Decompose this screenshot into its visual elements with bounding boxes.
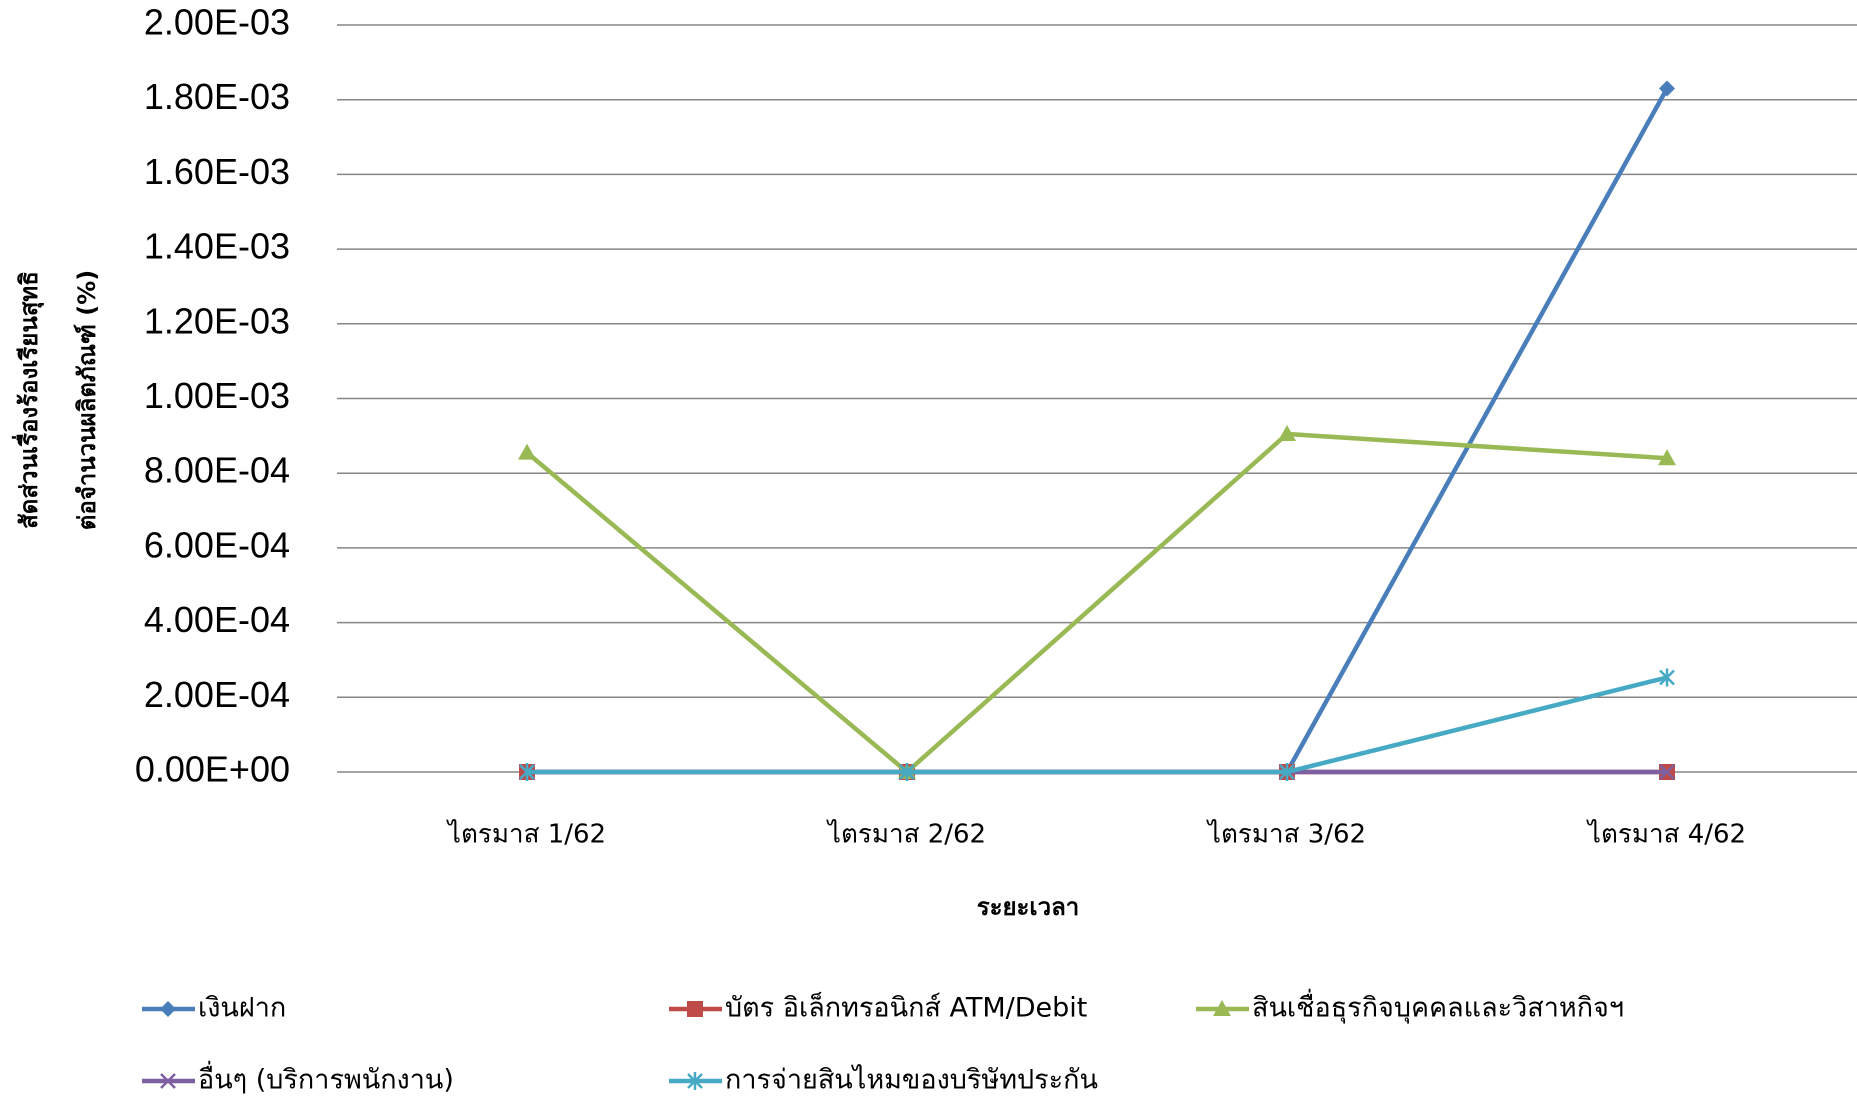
x-tick-label: ไตรมาส 1/62: [446, 819, 606, 850]
legend-label: เงินฝาก: [198, 993, 286, 1024]
legend-marker: [687, 1072, 703, 1090]
legend-item: การจ่ายสินไหมของบริษัทประกัน: [669, 1065, 1098, 1096]
y-tick-label: 1.60E-03: [144, 151, 290, 192]
legend-label: สินเชื่อธุรกิจบุคคลและวิสาหกิจฯ: [1252, 989, 1624, 1025]
legend-item: สินเชื่อธุรกิจบุคคลและวิสาหกิจฯ: [1196, 989, 1624, 1025]
legend-item: เงินฝาก: [142, 993, 286, 1024]
data-point: [518, 443, 536, 460]
y-tick-label: 4.00E-04: [144, 599, 290, 640]
x-tick-label: ไตรมาส 3/62: [1206, 819, 1366, 850]
legend-item: บัตร อิเล็กทรอนิกส์ ATM/Debit: [669, 990, 1087, 1024]
y-tick-label: 1.20E-03: [144, 300, 290, 341]
y-tick-label: 1.00E-03: [144, 375, 290, 416]
series-line: [527, 87, 1669, 775]
y-tick-label: 2.00E-03: [144, 2, 290, 43]
series-line: [525, 431, 1668, 775]
legend-marker: [687, 1001, 703, 1017]
y-axis-label: ต่อจำนวนผลิตภัณฑ์ (%): [73, 270, 101, 531]
y-tick-label: 0.00E+00: [135, 749, 290, 790]
x-tick-label: ไตรมาส 4/62: [1586, 819, 1746, 850]
x-axis-label: ระยะเวลา: [977, 893, 1080, 921]
data-point: [519, 763, 535, 781]
legend-label: การจ่ายสินไหมของบริษัทประกัน: [725, 1065, 1098, 1096]
legend-label: บัตร อิเล็กทรอนิกส์ ATM/Debit: [725, 990, 1087, 1024]
data-point: [1658, 449, 1676, 466]
y-tick-label: 1.40E-03: [144, 226, 290, 267]
data-point: [1659, 80, 1675, 97]
legend-marker: [160, 1073, 176, 1089]
legend-item: อื่นๆ (บริการพนักงาน): [142, 1061, 454, 1096]
series-line: [527, 675, 1668, 775]
y-tick-label: 6.00E-04: [144, 524, 290, 565]
y-axis-label: สัดส่วนเรื่องร้องเรียนสุทธิ: [11, 271, 45, 529]
y-tick-label: 1.80E-03: [144, 76, 290, 117]
x-tick-label: ไตรมาส 2/62: [826, 819, 986, 850]
y-tick-label: 8.00E-04: [144, 450, 290, 491]
legend-label: อื่นๆ (บริการพนักงาน): [198, 1061, 454, 1096]
data-point: [899, 763, 915, 781]
legend-marker: [160, 1001, 176, 1017]
legend-marker: [1213, 1000, 1231, 1016]
data-point: [1659, 764, 1675, 780]
data-point: [1278, 424, 1296, 441]
y-tick-label: 2.00E-04: [144, 674, 290, 715]
data-point: [1659, 668, 1675, 687]
data-point: [1279, 763, 1295, 781]
